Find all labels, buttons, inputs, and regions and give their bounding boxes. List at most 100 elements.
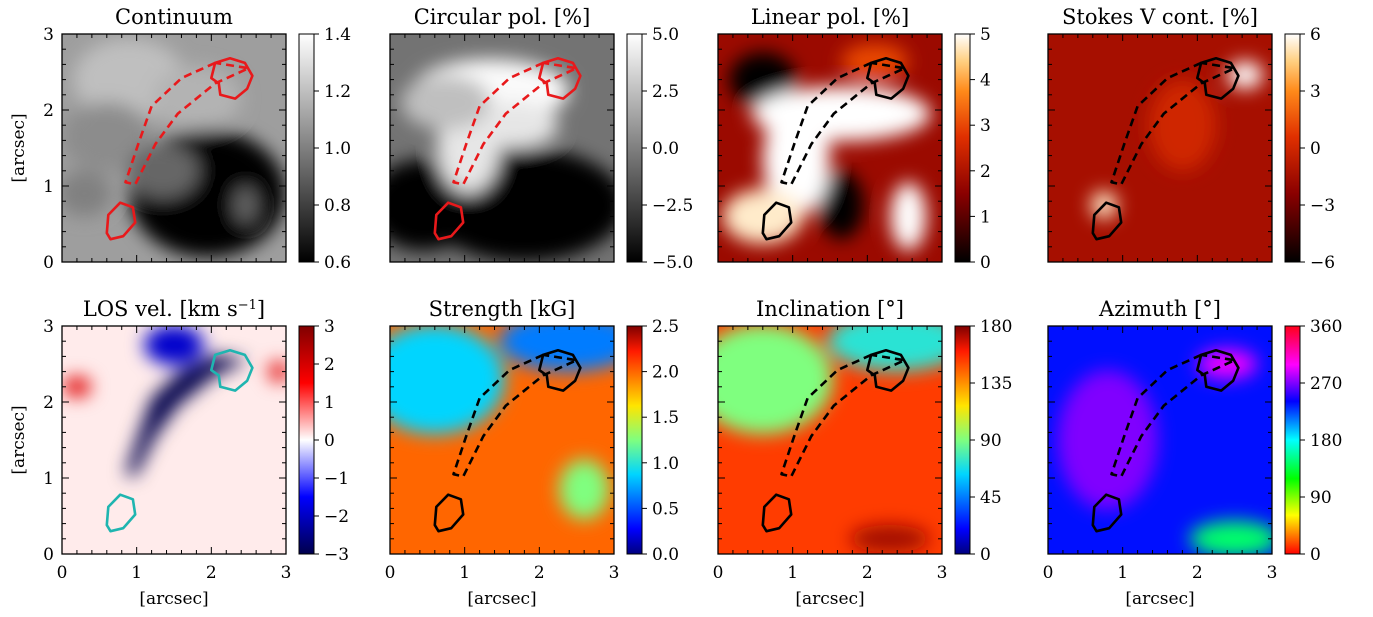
colorbar-tick-label: 90 [980, 431, 1002, 451]
colorbar-tick-label: −6 [1310, 253, 1335, 273]
colorbar-tick-label: 0 [1310, 545, 1321, 565]
heatmap-region [818, 170, 864, 240]
colorbar-tick-label: 0 [980, 253, 991, 273]
colorbar-tick-label: 0 [980, 545, 991, 565]
x-tick-label: 3 [1267, 563, 1278, 583]
panel-6: 0 1 2 3 Strength [kG] [arcsec] 0.0 0.5 1.0 1.5 2.0… [385, 297, 679, 609]
plot-frame [1047, 33, 1273, 263]
heatmap-region [144, 326, 204, 365]
heatmap-region [1148, 79, 1216, 171]
colorbar-tick-label: 4 [980, 71, 991, 91]
contour-solid-upper [210, 348, 254, 392]
contour-solid-lower [761, 201, 793, 241]
heatmap-region [126, 143, 199, 199]
x-axis-label: [arcsec] [467, 589, 536, 609]
colorbar [626, 33, 643, 263]
colorbar-tick-label: −2 [324, 507, 349, 527]
y-axis-label: [arcsec] [9, 405, 29, 474]
colorbar-tick-label: −2.5 [652, 196, 693, 216]
panel-title: Continuum [115, 5, 233, 29]
colorbar-tick-label: 1.4 [324, 25, 351, 45]
colorbar-tick-label: 6 [1310, 25, 1321, 45]
x-tick-label: 2 [1192, 563, 1203, 583]
heatmap-region [718, 326, 833, 435]
heatmap-image [62, 34, 286, 262]
heatmap-region [499, 326, 614, 372]
heatmap-region [401, 75, 491, 130]
colorbar-tick-label: 3 [980, 116, 991, 136]
colorbar-tick-label: −3 [1310, 196, 1335, 216]
panel-2: Circular pol. [%] −5.0 −2.5 0.0 2.5 5.0 [389, 5, 693, 273]
colorbar-tick-label: 1.2 [324, 82, 351, 102]
colorbar-tick-label: 180 [1310, 431, 1342, 451]
colorbar [954, 33, 971, 263]
colorbar-tick-label: 2 [980, 162, 991, 182]
colorbar-tick-label: 0 [1310, 139, 1321, 159]
y-tick-label: 2 [43, 101, 54, 121]
panel-1: 0 1 2 3 Continuum [arcsec] 0.6 0.8 1.0 1.2 1.4 [9, 5, 351, 273]
colorbar-tick-label: 3 [1310, 82, 1321, 102]
heatmap-region [890, 182, 927, 251]
colorbar-tick-label: 2.5 [652, 82, 679, 102]
heatmap-region [762, 102, 831, 217]
heatmap-image [390, 326, 614, 554]
x-tick-label: 3 [937, 563, 948, 583]
x-tick-label: 2 [206, 563, 217, 583]
colorbar-tick-label: 135 [980, 374, 1012, 394]
colorbar-tick-label: 180 [980, 317, 1012, 337]
panel-8: 0 1 2 3 Azimuth [°] [arcsec] 0 90 180 270 360 [1043, 297, 1343, 609]
colorbar-tick-label: −1 [324, 469, 349, 489]
contour-solid-upper [537, 56, 582, 100]
contour-solid-lower [105, 201, 137, 241]
panel-title: LOS vel. [km s−1] [83, 297, 265, 321]
panel-title: Strength [kG] [429, 297, 576, 321]
contour-solid-lower [433, 201, 465, 241]
heatmap-image [1048, 34, 1272, 262]
colorbar-tick-label: −5.0 [652, 253, 693, 273]
colorbar-tick-label: 1.5 [652, 408, 679, 428]
heatmap-region [849, 524, 930, 553]
x-tick-label: 0 [713, 563, 724, 583]
x-tick-label: 3 [609, 563, 620, 583]
panel-7: 0 1 2 3 Inclination [°] [arcsec] 0 45 90 135 180 [713, 297, 1013, 609]
panel-title: Linear pol. [%] [751, 5, 909, 29]
plot-frame [717, 33, 943, 263]
heatmap-region [468, 102, 558, 148]
colorbar-tick-label: −3 [324, 545, 349, 565]
plot-frame [389, 325, 615, 555]
colorbar-tick-label: 5 [980, 25, 991, 45]
plot-frame [61, 33, 287, 263]
heatmap-region [729, 52, 797, 107]
heatmap-image [390, 34, 614, 262]
heatmap-region [559, 459, 610, 520]
colorbar-tick-label: 90 [1310, 488, 1332, 508]
heatmap-region [125, 354, 249, 477]
plot-frame [61, 325, 287, 555]
heatmap-region [62, 376, 91, 397]
colorbar-tick-label: 270 [1310, 374, 1342, 394]
colorbar [298, 325, 315, 555]
colorbar-tick-label: 0.5 [652, 499, 679, 519]
contour-solid-lower [105, 493, 137, 533]
colorbar-tick-label: 0.8 [324, 196, 351, 216]
panel-title: Stokes V cont. [%] [1062, 5, 1258, 29]
plot-frame [717, 325, 943, 555]
y-tick-label: 3 [43, 317, 54, 337]
contour-solid-upper [210, 56, 254, 100]
heatmap-region [62, 170, 112, 217]
colorbar-tick-label: 0.0 [652, 545, 679, 565]
panel-4: Stokes V cont. [%] −6 −3 0 3 6 [1047, 5, 1335, 273]
heatmap-image [718, 326, 942, 554]
colorbar [1284, 325, 1301, 555]
heatmap-region [1057, 370, 1158, 510]
panel-title: Circular pol. [%] [414, 5, 591, 29]
y-tick-label: 1 [43, 469, 54, 489]
y-tick-label: 3 [43, 25, 54, 45]
colorbar-tick-label: 360 [1310, 317, 1342, 337]
y-tick-label: 2 [43, 393, 54, 413]
contour-solid-lower [1091, 201, 1123, 241]
heatmap-region [62, 102, 152, 171]
colorbar-tick-label: 2 [324, 355, 335, 375]
colorbar [954, 325, 971, 555]
x-tick-label: 3 [281, 563, 292, 583]
